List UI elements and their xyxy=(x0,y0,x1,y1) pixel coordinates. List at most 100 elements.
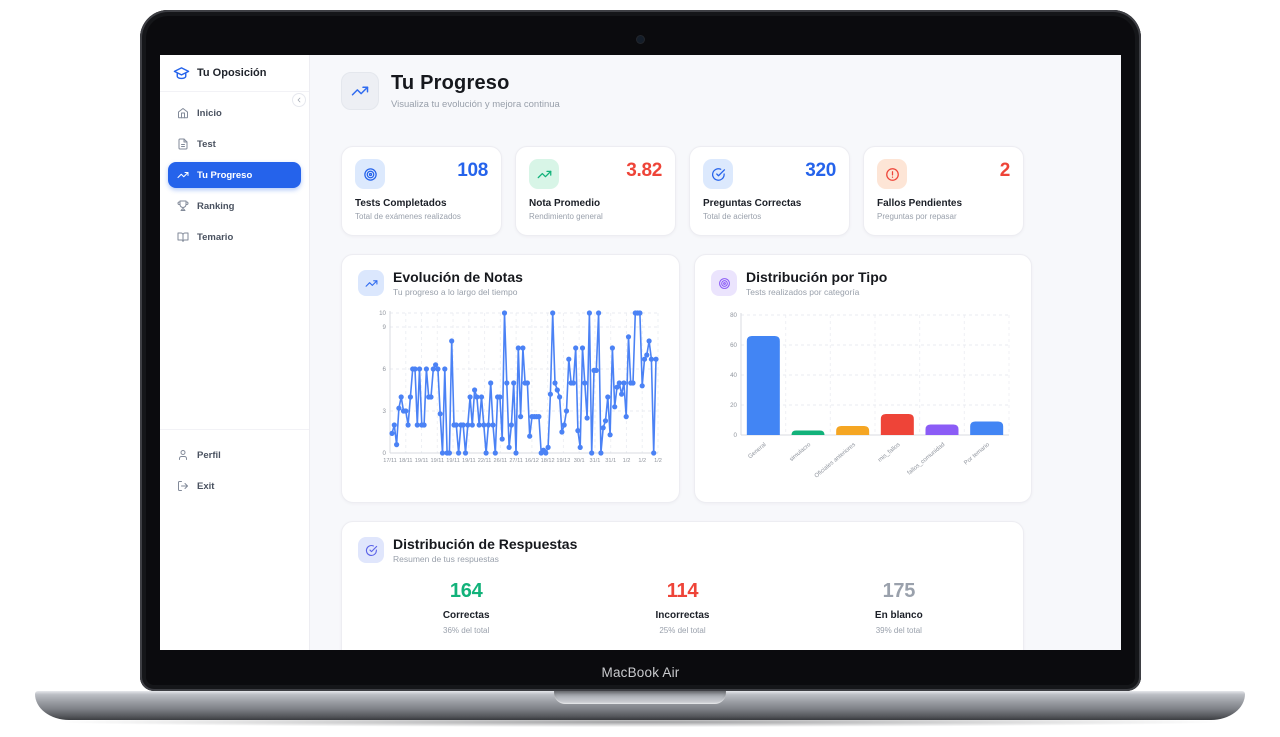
card-header: Distribución por Tipo Tests realizados p… xyxy=(711,269,1015,297)
answer-percentage: 25% del total xyxy=(659,626,706,635)
webcam-icon xyxy=(637,36,644,43)
app-window: Tu Oposición Inicio Test xyxy=(160,55,1121,650)
card-header: Distribución de Respuestas Resumen de tu… xyxy=(358,536,1007,564)
answer-en-blanco: 175 En blanco 39% del total xyxy=(791,580,1007,635)
grades-line-chart: 17/11 18/11 19/11 19/11 19/11 19/11 22/11 26/11… xyxy=(360,307,663,472)
stat-card-top: 108 xyxy=(355,159,488,189)
sidebar-item-inicio[interactable]: Inicio xyxy=(168,100,301,126)
answer-percentage: 36% del total xyxy=(443,626,490,635)
svg-text:Oficiales anteriores: Oficiales anteriores xyxy=(814,442,857,479)
home-icon xyxy=(177,107,189,119)
sidebar-nav: Inicio Test Tu Progreso Ranking xyxy=(160,92,309,250)
stat-value: 2 xyxy=(999,160,1011,181)
alert-circle-icon xyxy=(885,167,900,182)
card-title: Distribución de Respuestas xyxy=(393,536,578,552)
check-circle-icon xyxy=(703,159,733,189)
answer-incorrectas: 114 Incorrectas 25% del total xyxy=(574,580,790,635)
user-icon xyxy=(177,449,189,461)
type-bar-chart: 0 20 40 60 80 General simulacro Oficiales anter… xyxy=(713,307,1015,484)
macbook-air-label: MacBook Air xyxy=(601,665,680,680)
svg-text:18/11: 18/11 xyxy=(399,458,413,464)
svg-text:16/12: 16/12 xyxy=(525,458,539,464)
check-circle-icon xyxy=(711,167,726,182)
svg-text:3: 3 xyxy=(383,408,387,415)
stat-title: Fallos Pendientes xyxy=(877,198,963,209)
stat-card-top: 3.82 xyxy=(529,159,662,189)
answers-row: 164 Correctas 36% del total 114 Incorrec… xyxy=(358,580,1007,635)
graduation-cap-icon xyxy=(173,65,190,82)
answer-label: Incorrectas xyxy=(655,610,710,621)
alert-circle-icon xyxy=(877,159,907,189)
sidebar-item-temario[interactable]: Temario xyxy=(168,224,301,250)
svg-text:31/1: 31/1 xyxy=(605,458,616,464)
stat-subtitle: Total de aciertos xyxy=(703,212,762,221)
target-icon xyxy=(711,270,737,296)
log-out-icon xyxy=(177,480,189,492)
svg-text:0: 0 xyxy=(734,432,738,439)
sidebar-item-ranking[interactable]: Ranking xyxy=(168,193,301,219)
card-title: Evolución de Notas xyxy=(393,269,523,285)
svg-text:General: General xyxy=(747,442,767,460)
svg-text:27/11: 27/11 xyxy=(509,458,523,464)
stats-row: 108 Tests Completados Total de exámenes … xyxy=(341,146,1024,236)
stat-subtitle: Rendimiento general xyxy=(529,212,603,221)
stat-title: Tests Completados xyxy=(355,198,447,209)
sidebar-item-test[interactable]: Test xyxy=(168,131,301,157)
stat-card-preguntas-correctas: 320 Preguntas Correctas Total de acierto… xyxy=(689,146,850,236)
svg-text:22/11: 22/11 xyxy=(478,458,492,464)
grades-evolution-card: Evolución de Notas Tu progreso a lo larg… xyxy=(341,254,680,503)
sidebar-item-label: Temario xyxy=(197,231,234,243)
svg-text:30/1: 30/1 xyxy=(574,458,585,464)
sidebar-item-label: Tu Progreso xyxy=(197,169,253,181)
svg-text:80: 80 xyxy=(730,312,737,319)
type-distribution-card: Distribución por Tipo Tests realizados p… xyxy=(694,254,1032,503)
svg-text:19/11: 19/11 xyxy=(446,458,460,464)
card-subtitle: Tests realizados por categoría xyxy=(746,287,860,297)
check-circle-icon xyxy=(365,544,378,557)
card-title: Distribución por Tipo xyxy=(746,269,888,285)
svg-text:fallos_comunidad: fallos_comunidad xyxy=(907,442,947,477)
sidebar-item-tu-progreso[interactable]: Tu Progreso xyxy=(168,162,301,188)
stat-title: Nota Promedio xyxy=(529,198,601,209)
answer-value: 114 xyxy=(666,580,699,602)
card-header-text: Distribución de Respuestas Resumen de tu… xyxy=(393,536,577,564)
answers-distribution-card: Distribución de Respuestas Resumen de tu… xyxy=(341,521,1024,650)
svg-text:19/11: 19/11 xyxy=(430,458,444,464)
stat-card-top: 2 xyxy=(877,159,1010,189)
svg-text:mis_fallos: mis_fallos xyxy=(877,442,901,464)
sidebar-item-exit[interactable]: Exit xyxy=(168,473,301,499)
svg-text:40: 40 xyxy=(730,372,737,379)
app-title: Tu Oposición xyxy=(197,67,267,79)
file-text-icon xyxy=(177,138,189,150)
svg-text:19/12: 19/12 xyxy=(556,458,570,464)
trending-up-icon xyxy=(358,270,384,296)
laptop-screen: Tu Oposición Inicio Test xyxy=(160,55,1121,650)
stat-card-tests-completados: 108 Tests Completados Total de exámenes … xyxy=(341,146,502,236)
stat-value: 3.82 xyxy=(626,160,662,181)
sidebar-item-label: Exit xyxy=(197,480,215,492)
laptop-base xyxy=(35,691,1245,727)
header-text: Tu Progreso Visualiza tu evolución y mej… xyxy=(391,72,560,110)
answer-percentage: 39% del total xyxy=(875,626,922,635)
answer-label: En blanco xyxy=(874,610,923,621)
main-content: Tu Progreso Visualiza tu evolución y mej… xyxy=(310,55,1121,650)
trending-up-icon xyxy=(537,167,552,182)
page-subtitle: Visualiza tu evolución y mejora continua xyxy=(391,99,560,110)
card-subtitle: Tu progreso a lo largo del tiempo xyxy=(393,287,518,297)
stat-card-fallos-pendientes: 2 Fallos Pendientes Preguntas por repasa… xyxy=(863,146,1024,236)
answer-correctas: 164 Correctas 36% del total xyxy=(358,580,574,635)
sidebar-item-label: Test xyxy=(197,138,216,150)
trophy-icon xyxy=(177,200,189,212)
sidebar-item-perfil[interactable]: Perfil xyxy=(168,442,301,468)
svg-text:60: 60 xyxy=(730,342,737,349)
answer-label: Correctas xyxy=(442,610,490,621)
sidebar-collapse-button[interactable] xyxy=(292,93,306,107)
card-subtitle: Resumen de tus respuestas xyxy=(393,554,499,564)
header-icon-box xyxy=(341,72,379,110)
sidebar-footer: Perfil Exit xyxy=(160,429,309,504)
page-title: Tu Progreso xyxy=(391,72,510,94)
app-logo: Tu Oposición xyxy=(160,55,309,92)
svg-text:17/11: 17/11 xyxy=(383,458,397,464)
page-header: Tu Progreso Visualiza tu evolución y mej… xyxy=(341,72,1121,112)
